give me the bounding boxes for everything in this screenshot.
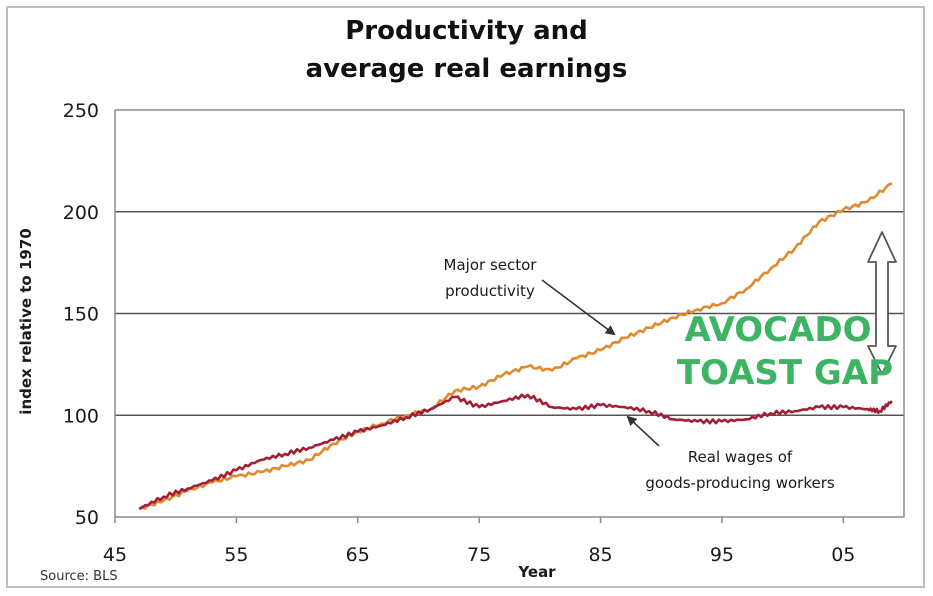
gap-label-line-2: TOAST GAP xyxy=(677,353,893,393)
gap-double-arrow-icon xyxy=(867,231,897,375)
productivity-series-line xyxy=(138,182,893,510)
x-tick-label: 45 xyxy=(103,544,127,566)
y-tick-label: 250 xyxy=(63,100,99,122)
x-tick-label: 85 xyxy=(588,544,612,566)
chart-title-line-1: Productivity and xyxy=(345,16,588,46)
y-axis-title: index relative to 1970 xyxy=(17,228,35,414)
y-tick-label: 200 xyxy=(63,202,99,224)
y-tick-label: 100 xyxy=(63,405,99,427)
annotation-arrows xyxy=(541,231,897,447)
real-wages-series-line xyxy=(138,393,893,511)
wages-pointer-arrow xyxy=(626,415,660,447)
productivity-label-line-2: productivity xyxy=(445,282,535,300)
axis-ticks: 50 100 150 200 250 45 55 65 75 85 95 05 xyxy=(63,100,856,566)
source-note: Source: BLS xyxy=(40,569,118,584)
x-tick-label: 65 xyxy=(346,544,370,566)
plot-area xyxy=(114,109,905,518)
wages-label-line-2: goods-producing workers xyxy=(645,474,835,492)
x-tick-label: 55 xyxy=(224,544,248,566)
y-tick-label: 50 xyxy=(75,507,99,529)
productivity-label-line-1: Major sector xyxy=(444,256,538,274)
x-tick-label: 95 xyxy=(710,544,734,566)
data-series xyxy=(138,182,893,511)
chart-border xyxy=(6,6,925,588)
wages-label-line-1: Real wages of xyxy=(688,448,793,466)
x-tick-label: 05 xyxy=(831,544,855,566)
chart-title-line-2: average real earnings xyxy=(305,54,628,84)
x-axis-title: Year xyxy=(517,563,556,581)
y-tick-label: 150 xyxy=(63,304,99,326)
gap-label-line-1: AVOCADO xyxy=(684,310,871,350)
x-tick-label: 75 xyxy=(467,544,491,566)
productivity-pointer-arrow xyxy=(541,279,616,336)
